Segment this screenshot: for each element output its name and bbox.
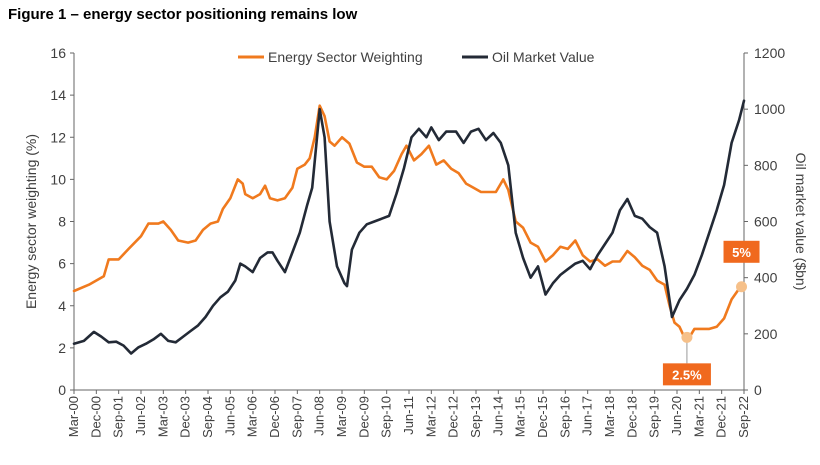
left-y-tick-label: 10 — [50, 171, 66, 187]
x-tick-label: Jun-02 — [133, 396, 148, 436]
callout-marker — [736, 281, 748, 293]
x-tick-label: Mar-09 — [334, 396, 349, 437]
right-y-tick-label: 200 — [754, 326, 778, 342]
x-tick-label: Sep-01 — [111, 396, 126, 438]
callout-box — [723, 240, 760, 263]
left-y-tick-label: 12 — [50, 129, 66, 145]
x-tick-label: Dec-18 — [624, 396, 639, 438]
right-y-tick-label: 0 — [754, 382, 762, 398]
left-y-tick-label: 16 — [50, 45, 66, 61]
x-tick-label: Sep-10 — [379, 396, 394, 438]
callout-box — [662, 363, 711, 386]
x-tick-label: Mar-03 — [155, 396, 170, 437]
left-y-axis-title: Energy sector weighting (%) — [23, 134, 39, 309]
x-tick-label: Dec-09 — [356, 396, 371, 438]
x-tick-label: Mar-12 — [423, 396, 438, 437]
x-tick-label: Sep-19 — [647, 396, 662, 438]
right-y-tick-label: 600 — [754, 214, 778, 230]
x-tick-label: Jun-05 — [222, 396, 237, 436]
x-tick-label: Jun-14 — [490, 396, 505, 436]
left-y-tick-label: 6 — [58, 256, 66, 272]
left-y-tick-label: 0 — [58, 382, 66, 398]
oil-market-value-line — [72, 99, 746, 355]
x-tick-label: Jun-20 — [669, 396, 684, 436]
legend-oil-market-value-label: Oil Market Value — [492, 49, 595, 65]
energy-sector-weighting-line — [72, 104, 746, 339]
x-tick-label: Dec-03 — [178, 396, 193, 438]
x-tick-label: Sep-22 — [736, 396, 751, 438]
left-y-tick-label: 2 — [58, 340, 66, 356]
callout-label: 5% — [732, 245, 751, 260]
x-tick-label: Jun-11 — [401, 396, 416, 435]
right-y-tick-label: 1200 — [754, 45, 785, 61]
left-y-tick-label: 8 — [58, 214, 66, 230]
x-tick-label: Jun-08 — [312, 396, 327, 436]
x-tick-label: Mar-21 — [691, 396, 706, 437]
right-y-axis-title: Oil market value ($bn) — [793, 153, 809, 291]
x-tick-label: Jun-17 — [580, 396, 595, 436]
callout-marker — [681, 331, 693, 343]
x-tick-label: Mar-18 — [602, 396, 617, 437]
x-tick-label: Dec-15 — [535, 396, 550, 438]
x-tick-label: Mar-00 — [66, 396, 81, 437]
x-tick-label: Mar-15 — [513, 396, 528, 437]
left-y-tick-label: 4 — [58, 298, 66, 314]
x-tick-label: Sep-16 — [557, 396, 572, 438]
right-y-tick-label: 400 — [754, 270, 778, 286]
x-tick-label: Sep-04 — [200, 396, 215, 438]
x-tick-label: Dec-12 — [446, 396, 461, 438]
right-y-tick-label: 1000 — [754, 101, 785, 117]
x-tick-label: Mar-06 — [245, 396, 260, 437]
legend-energy-sector-weighting-label: Energy Sector Weighting — [268, 49, 423, 65]
right-y-tick-label: 800 — [754, 157, 778, 173]
x-tick-label: Dec-21 — [714, 396, 729, 438]
x-tick-label: Dec-06 — [267, 396, 282, 438]
x-tick-label: Sep-13 — [468, 396, 483, 438]
callout-label: 2.5% — [672, 367, 702, 382]
figure-title: Figure 1 – energy sector positioning rem… — [8, 6, 358, 23]
x-tick-label: Dec-00 — [88, 396, 103, 438]
x-tick-label: Sep-07 — [289, 396, 304, 438]
left-y-tick-label: 14 — [50, 87, 66, 103]
